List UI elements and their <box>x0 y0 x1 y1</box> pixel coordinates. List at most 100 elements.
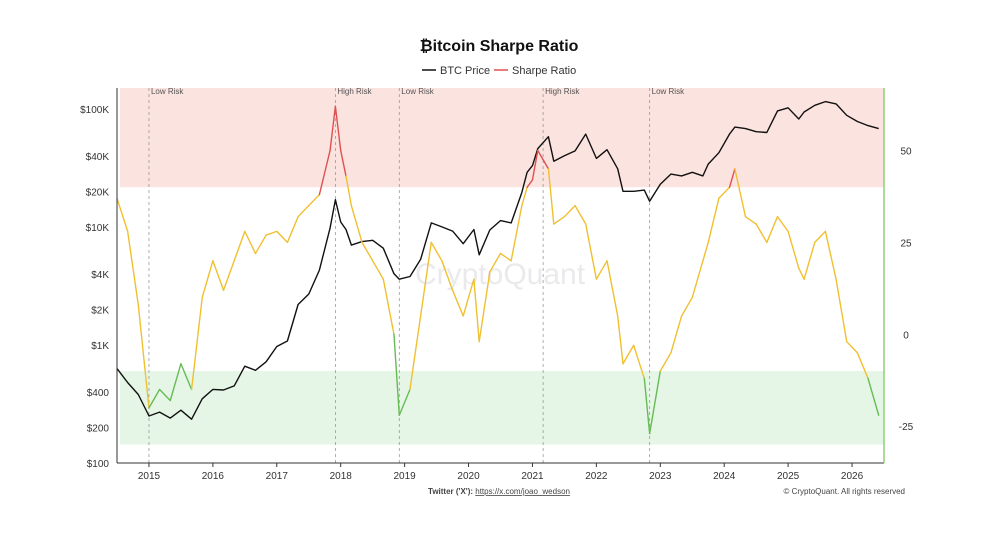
sharpe-ratio-segment <box>622 344 635 365</box>
series-lines <box>116 100 880 435</box>
legend-label-sharpe-ratio: Sharpe Ratio <box>512 65 576 77</box>
sharpe-ratio-segment <box>201 260 214 299</box>
btc-price-line <box>116 100 879 420</box>
sharpe-ratio-segment <box>329 105 337 152</box>
sharpe-ratio-segment <box>728 168 736 188</box>
sharpe-ratio-segment <box>824 230 837 280</box>
sharpe-ratio-segment <box>393 333 400 416</box>
left-y-tick-label: $2K <box>91 305 109 316</box>
left-y-tick-label: $100 <box>87 459 110 470</box>
sharpe-ratio-segment <box>233 230 246 262</box>
sharpe-ratio-segment <box>537 149 550 170</box>
sharpe-ratio-segment <box>531 149 539 181</box>
sharpe-ratio-segment <box>616 315 624 365</box>
sharpe-ratio-segment <box>478 271 491 343</box>
sharpe-ratio-segment <box>856 352 869 380</box>
sharpe-ratio-segment <box>846 340 859 354</box>
sharpe-ratio-segment <box>595 260 608 280</box>
risk-marker-label: Low Risk <box>401 87 434 96</box>
sharpe-ratio-segment <box>489 252 502 273</box>
left-y-tick-label: $40K <box>86 152 110 163</box>
sharpe-ratio-segment <box>361 241 374 262</box>
x-tick-label: 2018 <box>330 471 353 482</box>
sharpe-ratio-segment <box>798 267 805 280</box>
sharpe-ratio-segment <box>814 230 827 244</box>
sharpe-ratio-segment <box>180 363 193 391</box>
sharpe-ratio-segment <box>398 388 411 416</box>
sharpe-ratio-segment <box>755 223 768 244</box>
sharpe-ratio-segment <box>451 289 464 317</box>
risk-zones <box>120 88 884 445</box>
sharpe-ratio-segment <box>409 315 422 391</box>
sharpe-ratio-segment <box>158 388 171 402</box>
chart-axes <box>116 88 885 464</box>
sharpe-ratio-segment <box>563 204 576 218</box>
sharpe-ratio-segment <box>707 197 720 244</box>
sharpe-ratio-segment <box>371 260 385 280</box>
sharpe-ratio-segment <box>718 186 731 199</box>
x-tick-label: 2015 <box>138 471 161 482</box>
left-y-tick-label: $200 <box>87 423 110 434</box>
sharpe-ratio-segment <box>659 352 672 372</box>
sharpe-ratio-segment <box>473 278 480 343</box>
sharpe-ratio-segment <box>318 149 331 196</box>
sharpe-ratio-segment <box>419 241 432 317</box>
high-risk-zone <box>120 88 884 188</box>
sharpe-ratio-segment <box>585 223 598 280</box>
sharpe-ratio-segment <box>734 168 747 218</box>
sharpe-ratio-segment <box>286 215 299 244</box>
sharpe-ratio-segment <box>553 215 566 225</box>
sharpe-ratio-segment <box>787 230 800 269</box>
sharpe-ratio-segment <box>441 260 454 291</box>
sharpe-ratio-segment <box>190 296 203 391</box>
x-tick-label: 2024 <box>713 471 736 482</box>
sharpe-ratio-segment <box>499 252 512 262</box>
sharpe-ratio-segment <box>244 230 257 255</box>
legend-label-btc-price: BTC Price <box>440 65 490 77</box>
right-y-tick-label: 0 <box>903 330 909 341</box>
footer-twitter-link[interactable]: https://x.com/joao_wedson <box>475 487 570 496</box>
left-y-tick-label: $400 <box>87 388 110 399</box>
sharpe-ratio-segment <box>212 260 225 291</box>
risk-marker-label: High Risk <box>545 87 580 96</box>
watermark: CryptoQuant <box>415 258 586 291</box>
sharpe-ratio-segment <box>670 315 683 354</box>
x-tick-label: 2026 <box>841 471 864 482</box>
right-y-tick-label: 25 <box>900 238 912 249</box>
sharpe-ratio-segment <box>835 278 848 343</box>
x-tick-label: 2025 <box>777 471 800 482</box>
sharpe-ratio-segment <box>350 204 363 244</box>
x-axis-ticks: 2015 2016 2017 2018 2019 2020 2021 2022 2023 2024… <box>138 463 864 482</box>
sharpe-ratio-segment <box>510 204 523 262</box>
chart-title: ₿itcoin Sharpe Ratio <box>420 37 579 55</box>
sharpe-ratio-segment <box>116 197 129 233</box>
sharpe-ratio-segment <box>137 304 150 409</box>
sharpe-ratio-segment <box>643 377 651 435</box>
right-y-tick-label: 50 <box>900 147 912 158</box>
x-tick-label: 2022 <box>585 471 608 482</box>
x-tick-label: 2019 <box>394 471 417 482</box>
risk-markers: Low Risk High Risk Low Risk High Risk Low Ri… <box>148 87 685 463</box>
sharpe-ratio-segment <box>691 260 704 299</box>
sharpe-ratio-segment <box>648 370 661 435</box>
sharpe-ratio-segment <box>265 230 278 236</box>
chart-footer: Twitter ('X'): https://x.com/joao_wedson… <box>428 487 905 496</box>
x-tick-label: 2017 <box>266 471 289 482</box>
sharpe-ratio-segment <box>526 179 534 188</box>
sharpe-ratio-segment <box>276 230 289 244</box>
sharpe-ratio-segment <box>254 234 267 255</box>
sharpe-ratio-segment <box>867 377 880 416</box>
x-tick-label: 2016 <box>202 471 225 482</box>
sharpe-ratio-segment <box>340 149 347 177</box>
sharpe-ratio-segment <box>776 215 789 233</box>
sharpe-ratio-segment <box>744 215 757 225</box>
sharpe-ratio-segment <box>297 204 310 218</box>
sharpe-ratio-segment <box>766 215 779 244</box>
sharpe-ratio-segment <box>222 260 235 291</box>
sharpe-ratio-segment <box>606 260 619 317</box>
sharpe-ratio-segment <box>521 186 528 207</box>
sharpe-ratio-segment <box>169 363 182 402</box>
footer-twitter: Twitter ('X'): https://x.com/joao_wedson <box>428 487 570 496</box>
chart-legend: BTC Price Sharpe Ratio <box>422 65 576 77</box>
